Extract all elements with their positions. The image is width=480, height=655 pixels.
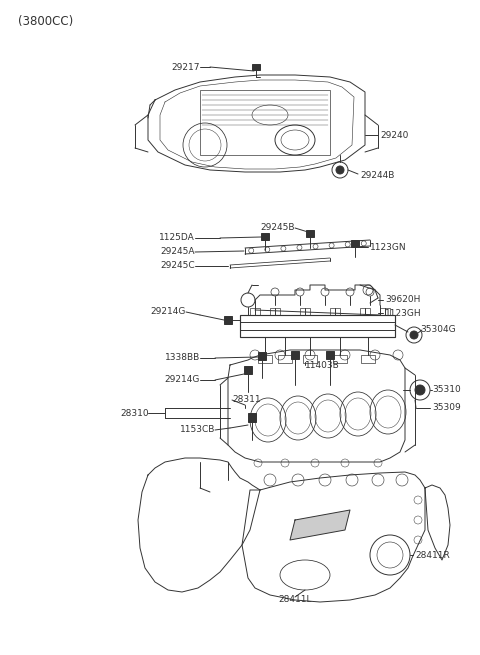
Text: 29214G: 29214G [150,307,185,316]
Text: 28310: 28310 [120,409,149,417]
Bar [360,308,370,315]
Bar [333,355,347,363]
Text: 1125DA: 1125DA [159,233,195,242]
Text: 1338BB: 1338BB [165,354,200,362]
Circle shape [336,166,344,174]
Text: 29217: 29217 [171,62,200,71]
Bar [300,308,310,315]
Text: 29240: 29240 [380,130,408,140]
Bar [258,352,266,360]
Bar [250,308,260,315]
Bar [224,316,232,324]
Bar [303,355,317,363]
Text: 28311: 28311 [232,396,261,405]
Bar [258,355,272,363]
Text: 35304G: 35304G [420,326,456,335]
Text: (3800CC): (3800CC) [18,16,73,29]
Text: 29245B: 29245B [261,223,295,233]
Text: 28411L: 28411L [278,595,312,605]
Text: 1123GH: 1123GH [385,309,421,318]
Bar [326,351,334,359]
Text: 39620H: 39620H [385,295,420,305]
Bar [261,233,269,240]
Text: 28411R: 28411R [415,550,450,559]
Bar [351,240,359,247]
Circle shape [415,385,425,395]
Bar [248,413,256,422]
Text: 29245C: 29245C [160,261,195,271]
Bar [361,355,375,363]
Bar [291,351,299,359]
Text: 29245A: 29245A [160,248,195,257]
Polygon shape [290,510,350,540]
Text: 29244B: 29244B [360,170,395,179]
Bar [330,308,340,315]
Bar [380,308,390,315]
Bar [306,230,314,237]
Bar [244,366,252,374]
Text: 35310: 35310 [432,386,461,394]
Text: 35309: 35309 [432,403,461,413]
Bar [252,64,260,70]
Bar [270,308,280,315]
Bar [278,355,292,363]
Text: 1153CB: 1153CB [180,426,215,434]
Text: 1123GN: 1123GN [370,242,407,252]
Bar [200,90,330,155]
Circle shape [410,331,418,339]
Text: 29214G: 29214G [165,375,200,384]
Text: 11403B: 11403B [305,360,340,369]
Bar [240,315,395,337]
